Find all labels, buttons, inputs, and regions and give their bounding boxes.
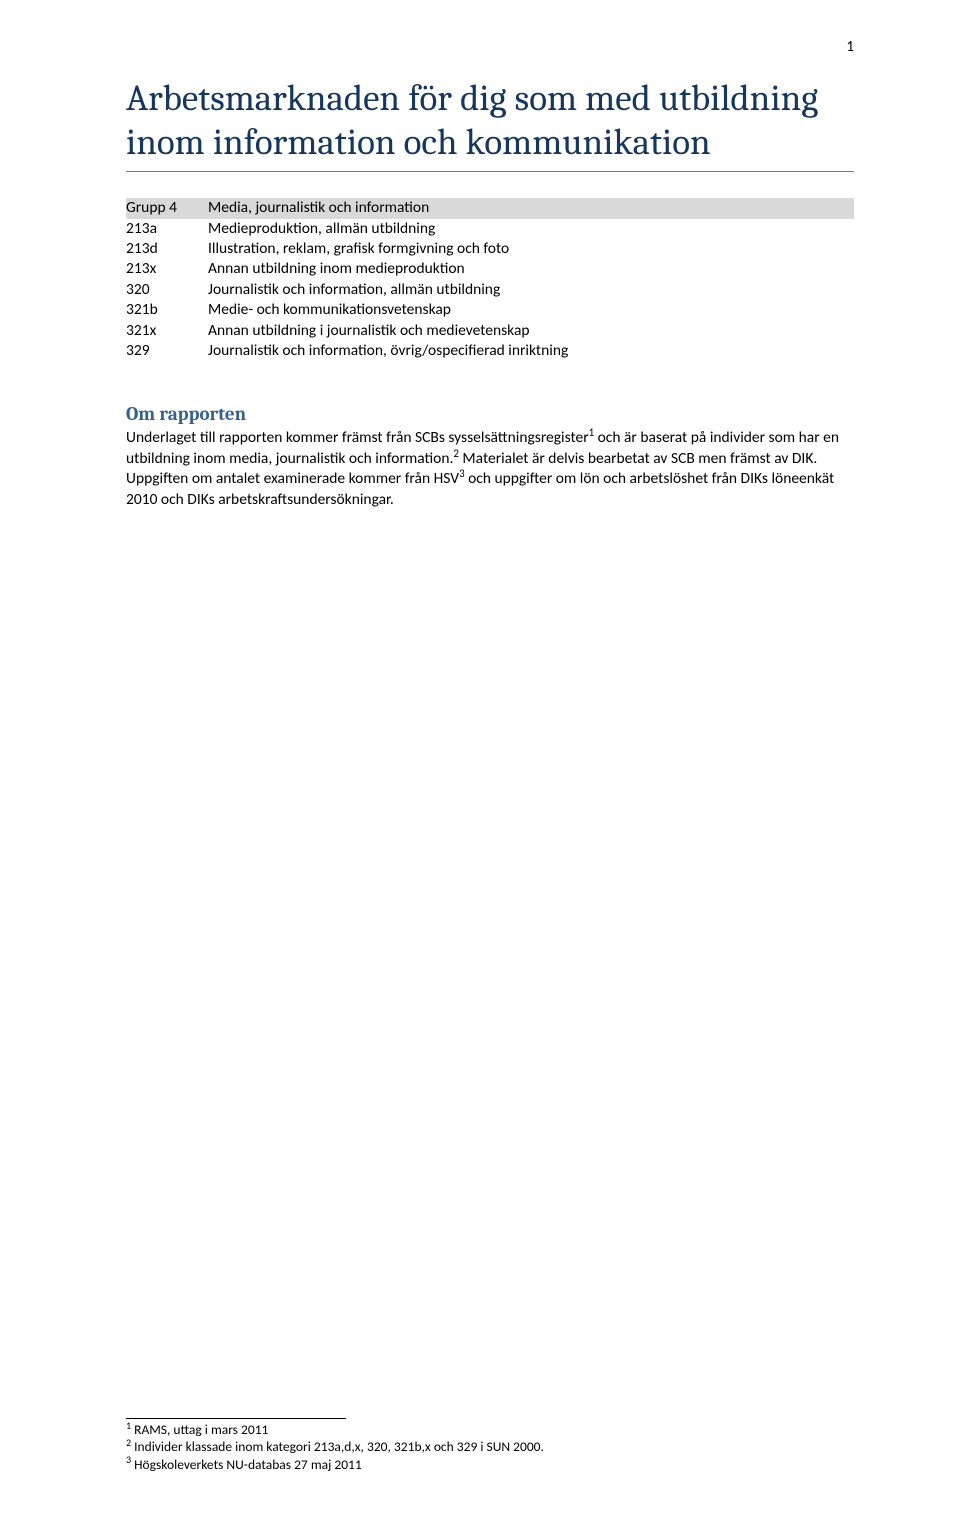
page-number: 1 (846, 38, 854, 56)
footnotes-block: 1RAMS, uttag i mars 2011 2Individer klas… (126, 1418, 854, 1473)
title-rule (126, 171, 854, 172)
row-code: 321x (126, 321, 208, 341)
row-code: 213a (126, 219, 208, 239)
row-label: Annan utbildning inom medieproduktion (208, 259, 854, 279)
row-label: Journalistik och information, övrig/ospe… (208, 341, 854, 361)
row-label: Annan utbildning i journalistik och medi… (208, 321, 854, 341)
footnote: 3Högskoleverkets NU-databas 27 maj 2011 (126, 1456, 854, 1473)
footnote: 2Individer klassade inom kategori 213a,d… (126, 1438, 854, 1455)
row-code: 213x (126, 259, 208, 279)
header-label: Media, journalistik och information (208, 198, 854, 218)
footnote-number: 2 (126, 1436, 131, 1449)
page-title: Arbetsmarknaden för dig som med utbildni… (126, 78, 854, 165)
footnote-text: RAMS, uttag i mars 2011 (134, 1421, 268, 1438)
footnote-text: Högskoleverkets NU-databas 27 maj 2011 (134, 1456, 362, 1473)
footnote-rule (126, 1418, 346, 1419)
table-row: 213d Illustration, reklam, grafisk formg… (126, 239, 854, 259)
table-row: 213a Medieproduktion, allmän utbildning (126, 219, 854, 239)
row-label: Medieproduktion, allmän utbildning (208, 219, 854, 239)
table-row: 213x Annan utbildning inom medieprodukti… (126, 259, 854, 279)
body-text: Underlaget till rapporten kommer främst … (126, 428, 589, 447)
row-code: 321b (126, 300, 208, 320)
page: 1 Arbetsmarknaden för dig som med utbild… (0, 0, 960, 1535)
footnote-number: 1 (126, 1419, 131, 1432)
footnote-number: 3 (126, 1453, 131, 1466)
table-row: 320 Journalistik och information, allmän… (126, 280, 854, 300)
row-code: 329 (126, 341, 208, 361)
row-label: Illustration, reklam, grafisk formgivnin… (208, 239, 854, 259)
table-header-row: Grupp 4 Media, journalistik och informat… (126, 198, 854, 218)
header-code: Grupp 4 (126, 198, 208, 218)
row-label: Journalistik och information, allmän utb… (208, 280, 854, 300)
footnote-text: Individer klassade inom kategori 213a,d,… (134, 1438, 544, 1455)
body-paragraph: Underlaget till rapporten kommer främst … (126, 428, 854, 510)
codes-table: Grupp 4 Media, journalistik och informat… (126, 198, 854, 361)
row-code: 213d (126, 239, 208, 259)
table-row: 321x Annan utbildning i journalistik och… (126, 321, 854, 341)
footnote: 1RAMS, uttag i mars 2011 (126, 1421, 854, 1438)
row-label: Medie- och kommunikationsvetenskap (208, 300, 854, 320)
section-heading: Om rapporten (126, 403, 854, 425)
table-row: 321b Medie- och kommunikationsvetenskap (126, 300, 854, 320)
table-row: 329 Journalistik och information, övrig/… (126, 341, 854, 361)
row-code: 320 (126, 280, 208, 300)
